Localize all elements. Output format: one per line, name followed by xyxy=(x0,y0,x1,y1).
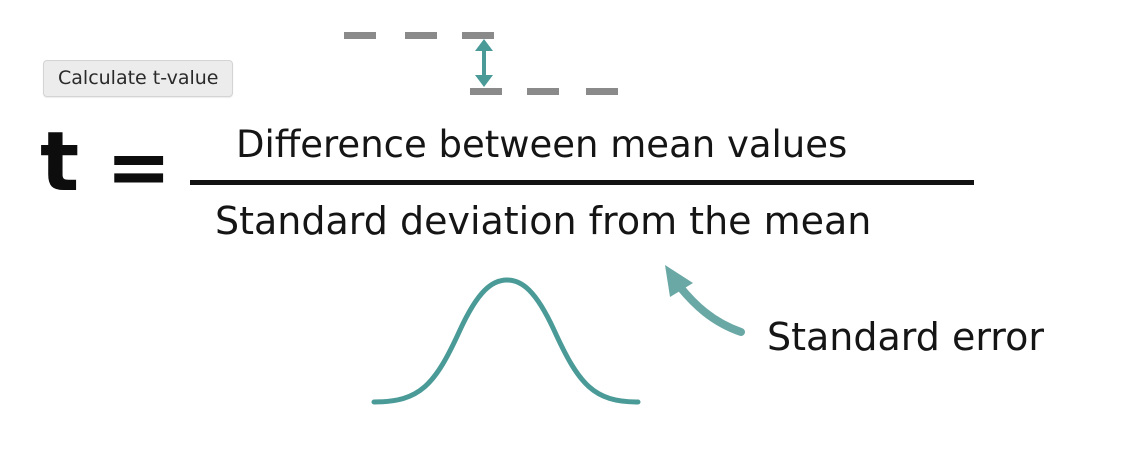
equals-sign: = xyxy=(106,123,172,213)
dash-segment xyxy=(344,32,376,39)
t-symbol: t xyxy=(40,115,80,210)
dash-segment xyxy=(527,88,559,95)
denominator-text: Standard deviation from the mean xyxy=(215,199,872,243)
dash-segment xyxy=(405,32,437,39)
dash-segment xyxy=(470,88,502,95)
dash-segment xyxy=(462,32,494,39)
double-arrow-icon xyxy=(475,39,493,87)
numerator-text: Difference between mean values xyxy=(236,123,848,166)
standard-error-label: Standard error xyxy=(767,315,1044,359)
calculate-t-value-button[interactable]: Calculate t-value xyxy=(43,60,234,97)
upper-mean-dashed-line xyxy=(344,32,494,39)
dash-segment xyxy=(586,88,618,95)
bell-curve-icon xyxy=(371,277,641,405)
curved-arrow-icon xyxy=(665,265,745,336)
fraction-bar xyxy=(190,180,974,185)
lower-mean-dashed-line xyxy=(470,88,618,95)
